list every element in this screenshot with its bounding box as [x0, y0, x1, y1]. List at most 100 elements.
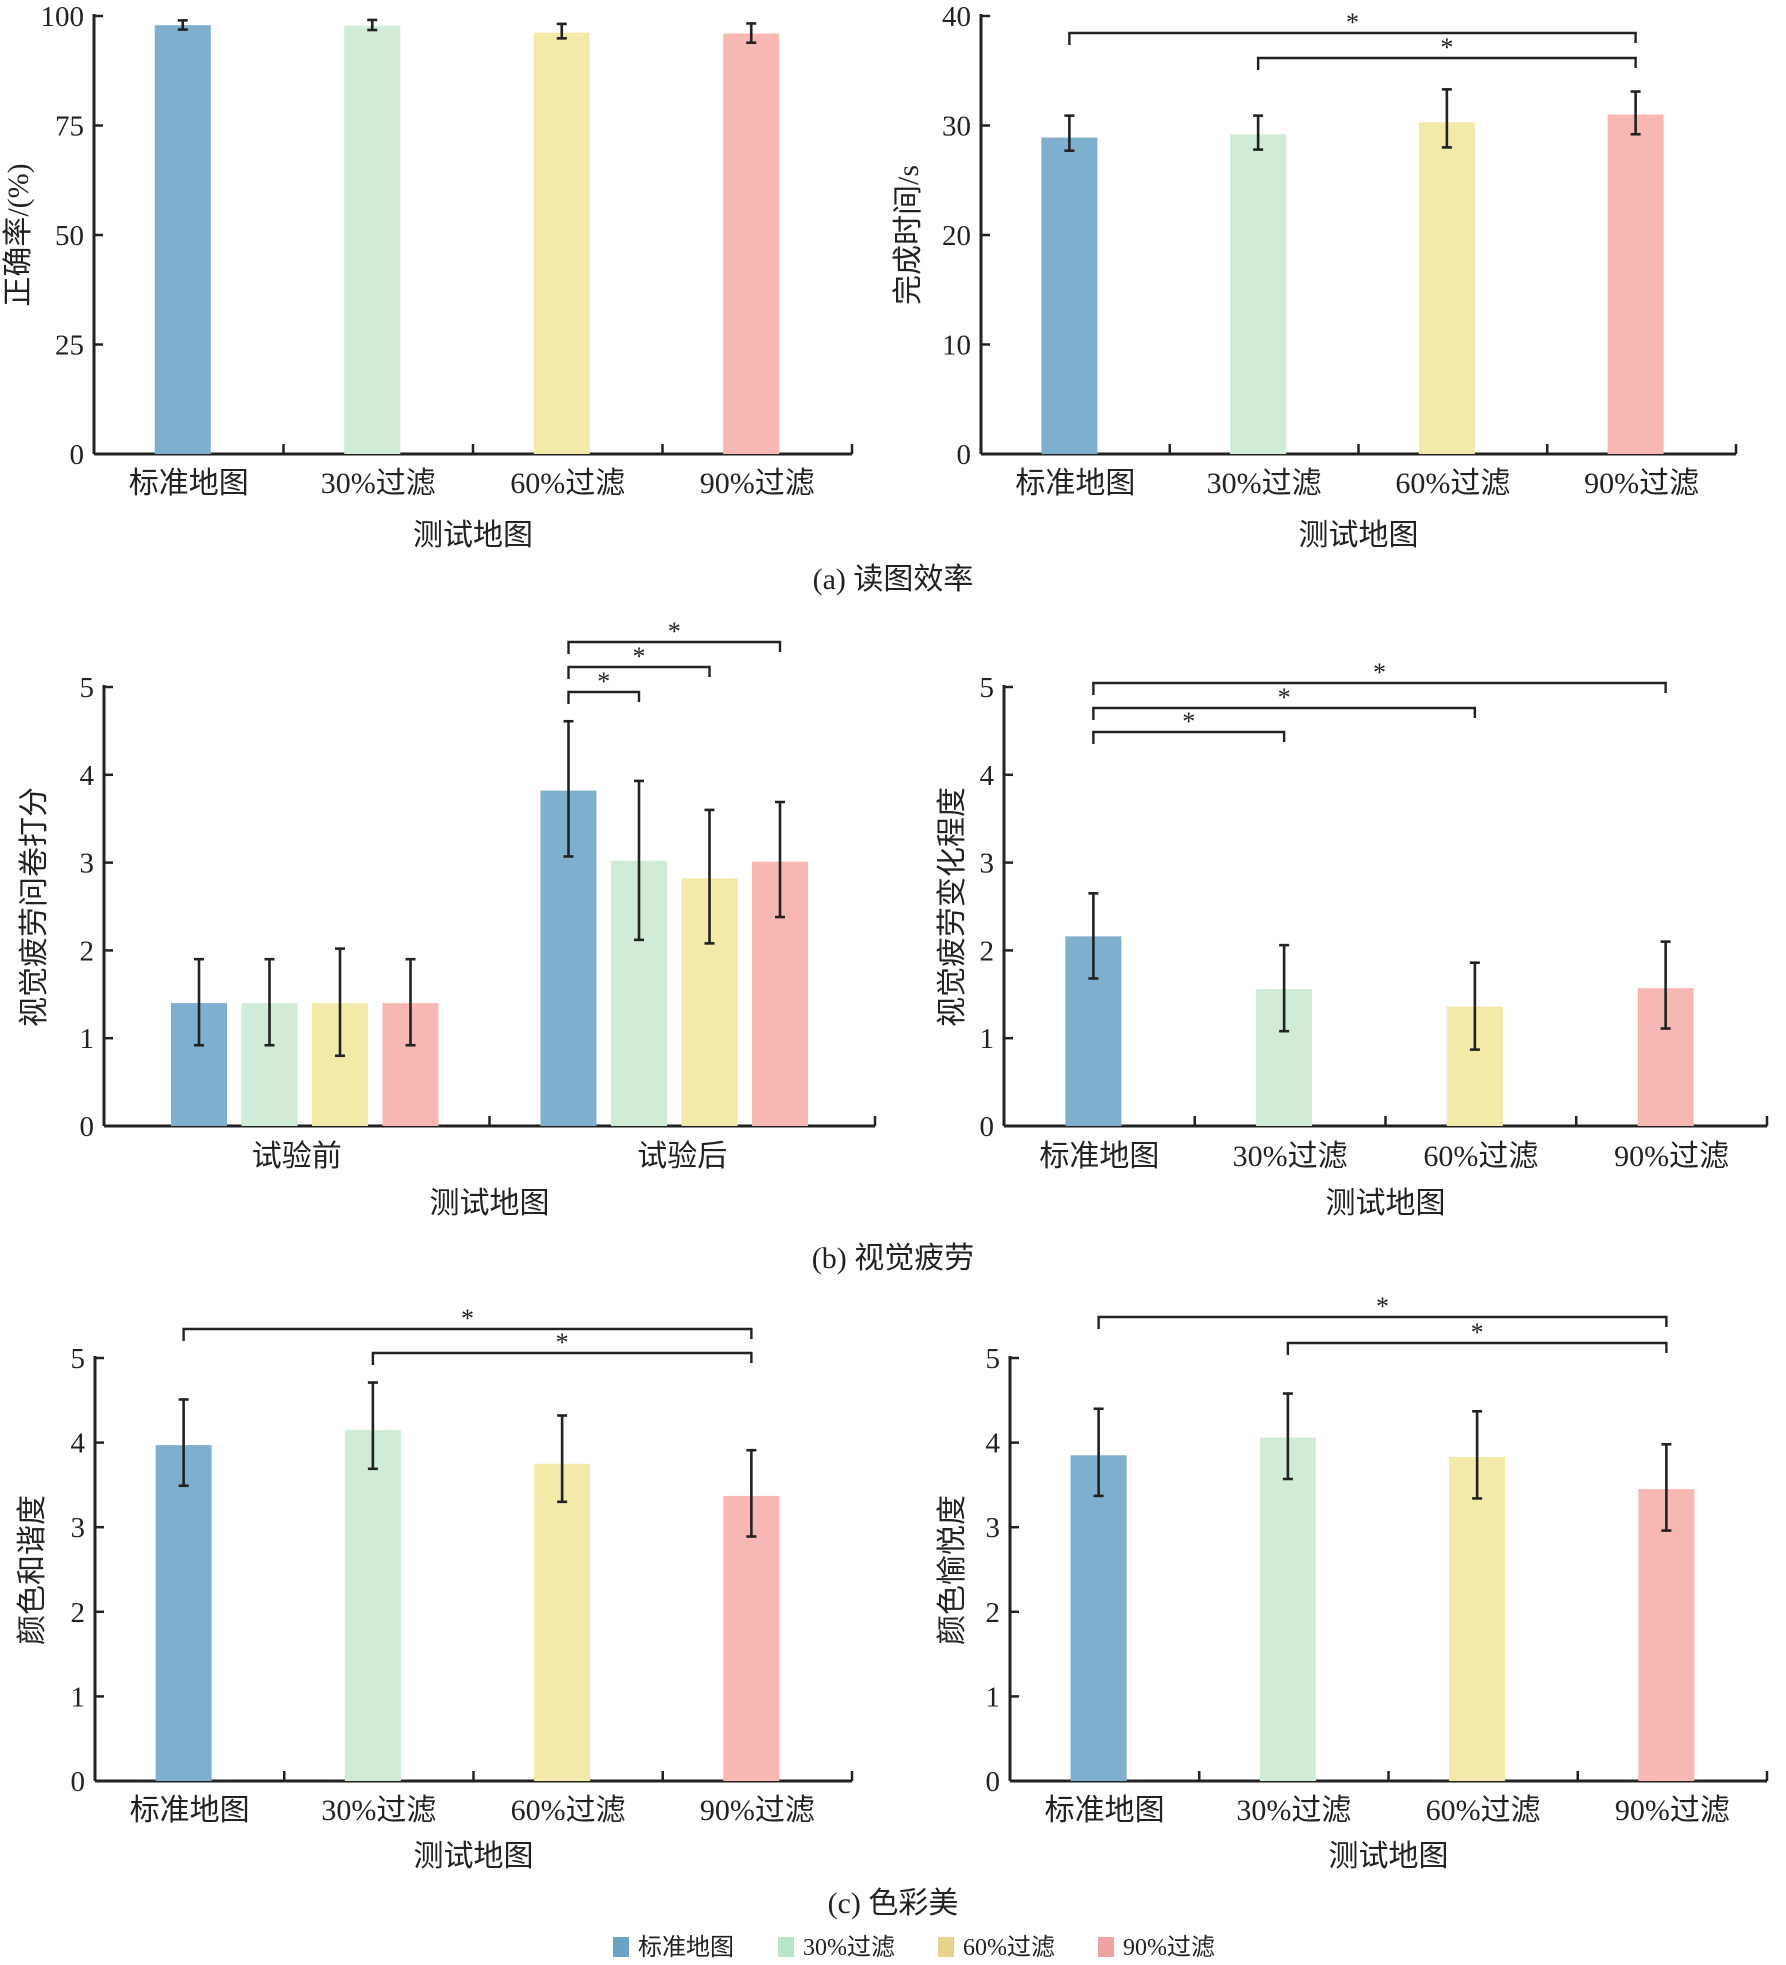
x-tick-label: 30%过滤: [1207, 467, 1322, 500]
error-bar: [556, 22, 567, 40]
error-bar: [1472, 1409, 1483, 1500]
significance-star: *: [1346, 8, 1359, 37]
legend-label-standard: 标准地图: [638, 1934, 734, 1961]
error-bar: [1660, 940, 1671, 1030]
chart-accuracy: 0 25 50 75 100 正确率/(%) 测试地图 标准地图 30%过滤 60%过滤 90%过滤: [2, 1, 854, 552]
y-tick-label: 75: [55, 111, 84, 143]
caption-c: (c) 色彩美: [828, 1887, 959, 1920]
y-tick-label: 30: [942, 111, 971, 143]
error-bar: [1064, 114, 1075, 152]
bar: [1418, 122, 1475, 454]
y-axis-title: 颜色愉悦度: [936, 1495, 969, 1645]
error-bar: [1088, 892, 1099, 980]
significance-bracket: *: [1286, 1318, 1668, 1355]
error-bar: [367, 1381, 378, 1471]
y-tick-label: 5: [980, 672, 995, 704]
x-tick-label: 90%过滤: [1584, 467, 1699, 500]
error-bar: [746, 22, 757, 45]
y-axis-title: 完成时间/s: [892, 165, 925, 305]
y-tick-label: 10: [942, 330, 971, 362]
x-tick-label: 60%过滤: [1426, 1794, 1541, 1827]
significance-bracket: *: [1256, 33, 1637, 70]
bar: [723, 1495, 780, 1781]
significance-bracket: *: [1092, 707, 1286, 744]
y-tick-label: 2: [980, 935, 995, 967]
x-tick-label: 60%过滤: [1395, 467, 1510, 500]
x-tick-label: 60%过滤: [511, 1794, 626, 1827]
bar: [1230, 134, 1287, 454]
x-tick-label: 标准地图: [1045, 1794, 1165, 1827]
y-tick-label: 50: [55, 220, 84, 252]
x-tick-label: 90%过滤: [1614, 1140, 1729, 1173]
y-tick-label: 5: [71, 1343, 86, 1375]
x-tick-label: 30%过滤: [1236, 1794, 1351, 1827]
y-tick-label: 2: [986, 1597, 1001, 1629]
error-bar: [1661, 1442, 1672, 1532]
y-tick-label: 1: [980, 1023, 995, 1055]
significance-bracket: *: [567, 617, 782, 654]
y-tick-label: 3: [986, 1512, 1001, 1544]
bracket-line: [1092, 730, 1286, 744]
error-bar: [1441, 88, 1452, 149]
x-tick-label: 90%过滤: [1615, 1794, 1730, 1827]
y-tick-label: 0: [71, 1766, 86, 1798]
significance-star: *: [1376, 1292, 1389, 1321]
y-axis-title: 视觉疲劳变化程度: [936, 787, 969, 1027]
bar: [1041, 137, 1098, 455]
x-tick-label: 标准地图: [1015, 467, 1135, 500]
legend-swatch-60: [938, 1937, 954, 1957]
bar: [1070, 1455, 1127, 1781]
error-bar: [177, 19, 188, 31]
significance-bracket: *: [182, 1304, 753, 1341]
significance-bracket: *: [567, 642, 711, 679]
y-tick-label: 4: [71, 1428, 86, 1460]
y-tick-label: 1: [986, 1681, 1001, 1713]
error-bar: [1253, 114, 1264, 151]
legend-swatch-30: [778, 1937, 794, 1957]
error-bar: [563, 719, 574, 858]
legend-swatch-90: [1098, 1937, 1114, 1957]
error-bar: [557, 1414, 568, 1504]
error-bar: [746, 1448, 757, 1538]
significance-star: *: [556, 1328, 569, 1357]
bar: [154, 25, 211, 455]
bracket-line: [1092, 706, 1477, 720]
x-axis-title: 测试地图: [1299, 519, 1419, 552]
x-tick-label: 30%过滤: [321, 467, 436, 500]
bar: [155, 1445, 212, 1781]
significance-star: *: [1373, 658, 1386, 687]
error-bar: [704, 808, 715, 945]
error-bar: [335, 947, 345, 1058]
x-tick-label: 60%过滤: [510, 467, 625, 500]
error-bar: [178, 1398, 189, 1488]
error-bar: [194, 957, 204, 1047]
bracket-line: [1256, 56, 1637, 70]
x-tick-label: 标准地图: [130, 1794, 250, 1827]
error-bar: [405, 957, 416, 1047]
significance-star: *: [1278, 683, 1291, 712]
bracket-line: [1068, 31, 1637, 45]
significance-star: *: [633, 642, 646, 671]
caption-a: (a) 读图效率: [813, 563, 974, 596]
y-axis-title: 视觉疲劳问卷打分: [18, 787, 51, 1027]
significance-star: *: [1440, 33, 1453, 62]
legend-label-90: 90%过滤: [1123, 1934, 1215, 1961]
bar: [1607, 114, 1664, 455]
y-tick-label: 40: [942, 1, 971, 33]
error-bar: [1630, 90, 1641, 136]
chart-completion-time: 0 10 20 30 40 完成时间/s 测试地图 标准地图 30%过滤 60%过滤 90%过滤 * *: [892, 1, 1738, 552]
significance-bracket: *: [567, 667, 641, 704]
y-tick-label: 25: [55, 330, 84, 362]
error-bar: [775, 800, 785, 919]
error-bar: [634, 779, 644, 942]
y-tick-label: 0: [986, 1766, 1001, 1798]
error-bar: [264, 957, 275, 1047]
legend-label-60: 60%过滤: [963, 1934, 1055, 1961]
legend: 标准地图 30%过滤 60%过滤 90%过滤: [613, 1934, 1215, 1961]
error-bar: [1093, 1407, 1104, 1498]
y-tick-label: 4: [986, 1428, 1001, 1460]
